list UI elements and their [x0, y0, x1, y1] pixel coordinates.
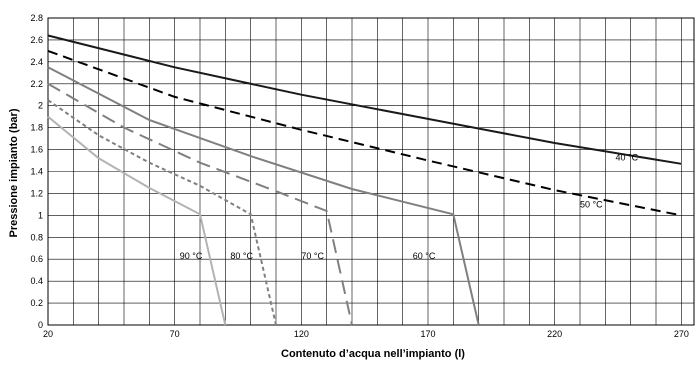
x-tick-label: 270 — [674, 329, 689, 339]
series-label: 70 °C — [301, 251, 324, 261]
y-tick-label: 1.2 — [30, 188, 43, 198]
y-tick-label: 2.4 — [30, 57, 43, 67]
y-tick-label: 0.2 — [30, 298, 43, 308]
x-tick-label: 220 — [547, 329, 562, 339]
y-tick-label: 1 — [38, 210, 43, 220]
x-tick-label: 70 — [170, 329, 180, 339]
y-tick-label: 1.8 — [30, 123, 43, 133]
y-tick-label: 2.8 — [30, 13, 43, 23]
axes: 0 0.2 0.4 0.6 0.8 1 1.2 1.4 1.6 1.8 2 2.2 2.4 2.6 2.8 2… — [30, 13, 688, 339]
series-label: 90 °C — [180, 251, 203, 261]
series-line-70c — [47, 82, 353, 326]
y-tick-label: 1.6 — [30, 145, 43, 155]
series-line-50c — [47, 49, 682, 217]
series-label: 40 °C — [615, 153, 638, 163]
series-line-90c — [47, 115, 227, 326]
x-tick-label: 120 — [294, 329, 309, 339]
y-tick-label: 0 — [38, 320, 43, 330]
labels: 40 °C 50 °C 60 °C 70 °C 80 °C 90 °C — [180, 153, 639, 262]
y-tick-label: 2.6 — [30, 35, 43, 45]
y-tick-label: 2 — [38, 101, 43, 111]
x-tick-label: 20 — [43, 329, 53, 339]
x-axis-title: Contenuto d’acqua nell’impianto (l) — [281, 348, 465, 360]
x-tick-label: 170 — [420, 329, 435, 339]
series-line-60c — [47, 66, 480, 326]
y-tick-label: 0.8 — [30, 232, 43, 242]
y-tick-label: 2.2 — [30, 79, 43, 89]
grid — [47, 17, 695, 326]
series-line-80c — [47, 99, 277, 326]
y-tick-label: 0.4 — [30, 276, 43, 286]
plot-frame — [47, 17, 695, 326]
series-label: 50 °C — [580, 200, 603, 210]
y-tick-label: 0.6 — [30, 254, 43, 264]
series-label: 80 °C — [230, 251, 253, 261]
series-group — [47, 34, 682, 326]
series-line-40c — [47, 34, 682, 165]
y-tick-label: 1.4 — [30, 167, 43, 177]
series-label: 60 °C — [413, 251, 436, 261]
y-axis-title: Pressione impianto (bar) — [8, 108, 20, 237]
